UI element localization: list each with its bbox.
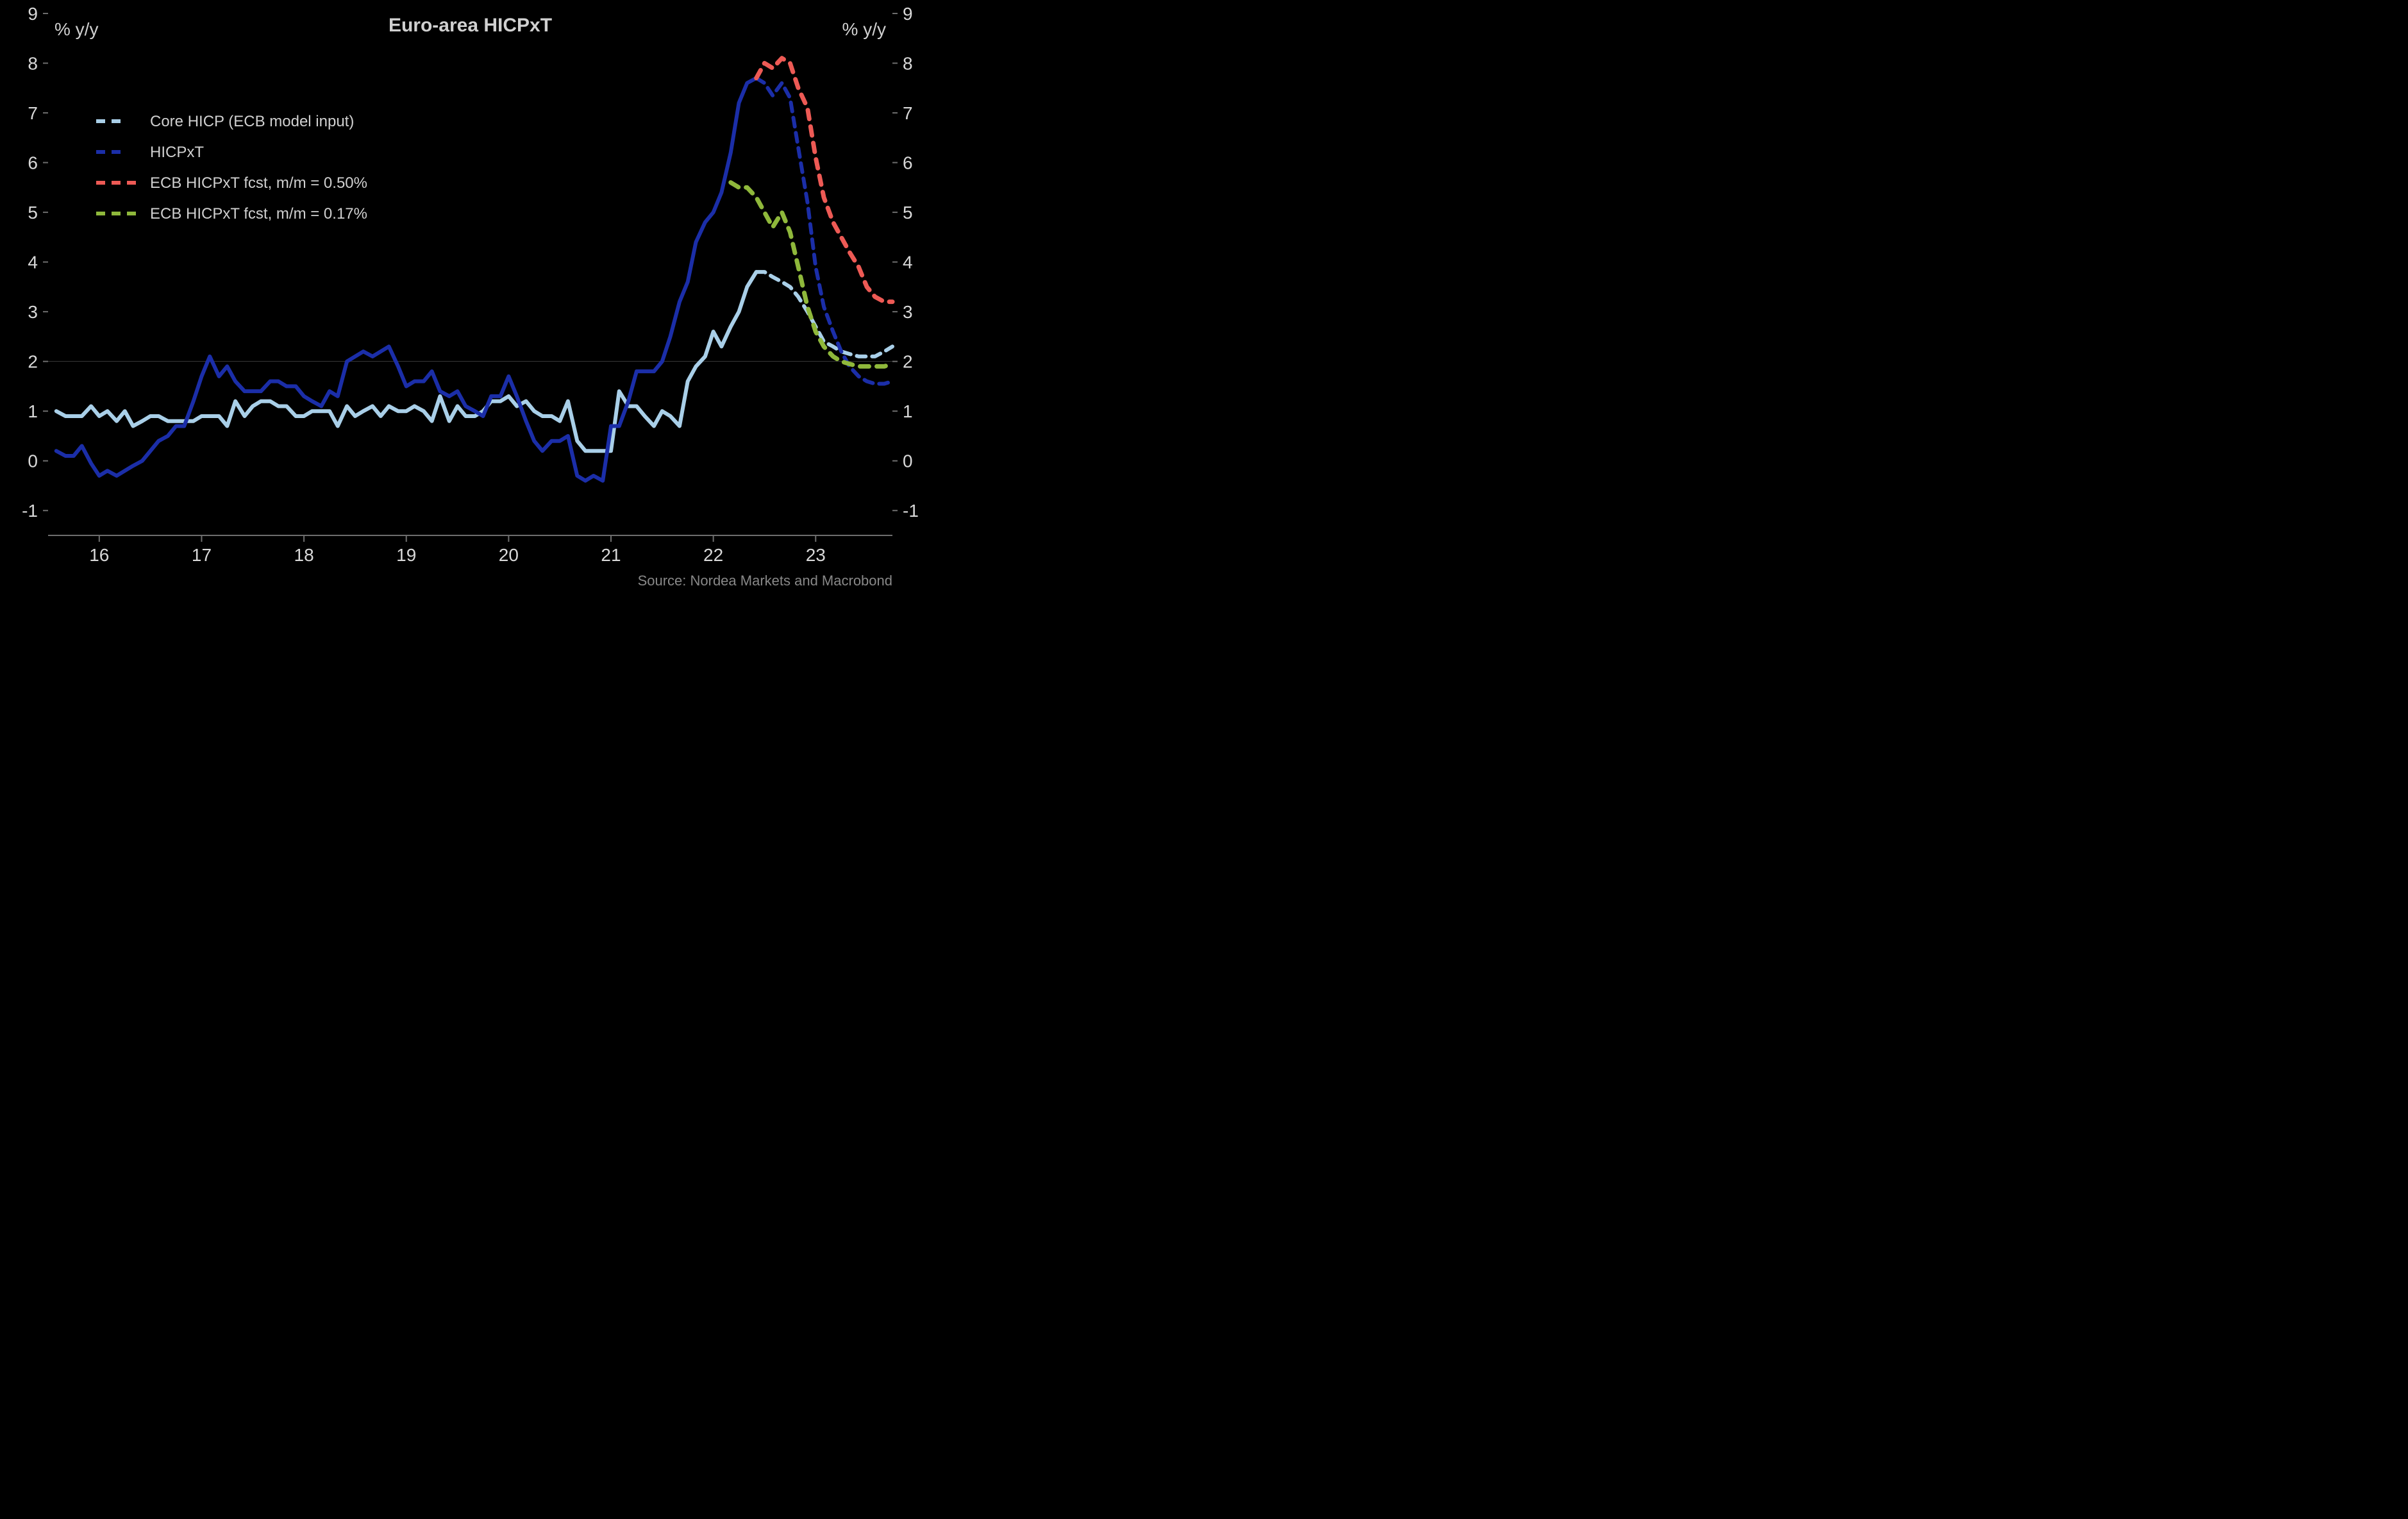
chart-svg: -10123456789-101234567891617181920212223…	[0, 0, 942, 594]
x-tick-label: 20	[499, 545, 519, 565]
y-tick-label-left: 0	[28, 451, 38, 471]
legend-label: Core HICP (ECB model input)	[150, 113, 354, 130]
y-tick-label-left: 9	[28, 4, 38, 24]
y-tick-label-left: 2	[28, 352, 38, 372]
y-tick-label-right: 4	[903, 253, 913, 273]
y-tick-label-left: 4	[28, 253, 38, 273]
chart-root: -10123456789-101234567891617181920212223…	[0, 0, 942, 594]
y-tick-label-right: 8	[903, 54, 913, 74]
y-tick-label-right: 6	[903, 153, 913, 173]
legend-label: HICPxT	[150, 144, 204, 161]
y-tick-label-right: 2	[903, 352, 913, 372]
unit-label-right: % y/y	[842, 19, 886, 39]
y-tick-label-left: 5	[28, 203, 38, 222]
x-tick-label: 22	[703, 545, 723, 565]
y-tick-label-right: -1	[903, 501, 919, 521]
y-tick-label-right: 9	[903, 4, 913, 24]
unit-label-left: % y/y	[54, 19, 98, 39]
y-tick-label-left: 1	[28, 401, 38, 421]
y-tick-label-right: 3	[903, 302, 913, 322]
y-tick-label-right: 0	[903, 451, 913, 471]
y-tick-label-left: 6	[28, 153, 38, 173]
y-tick-label-left: 8	[28, 54, 38, 74]
y-tick-label-right: 5	[903, 203, 913, 222]
x-tick-label: 17	[192, 545, 212, 565]
y-tick-label-right: 7	[903, 103, 913, 123]
chart-title: Euro-area HICPxT	[389, 15, 552, 36]
x-tick-label: 21	[601, 545, 621, 565]
y-tick-label-left: 3	[28, 302, 38, 322]
y-tick-label-right: 1	[903, 401, 913, 421]
x-tick-label: 18	[294, 545, 314, 565]
y-tick-label-left: 7	[28, 103, 38, 123]
chart-background	[0, 0, 942, 594]
y-tick-label-left: -1	[22, 501, 38, 521]
x-tick-label: 16	[89, 545, 109, 565]
x-tick-label: 19	[396, 545, 416, 565]
x-tick-label: 23	[806, 545, 826, 565]
legend-label: ECB HICPxT fcst, m/m = 0.17%	[150, 205, 367, 222]
legend-label: ECB HICPxT fcst, m/m = 0.50%	[150, 174, 367, 192]
source-text: Source: Nordea Markets and Macrobond	[638, 573, 892, 589]
